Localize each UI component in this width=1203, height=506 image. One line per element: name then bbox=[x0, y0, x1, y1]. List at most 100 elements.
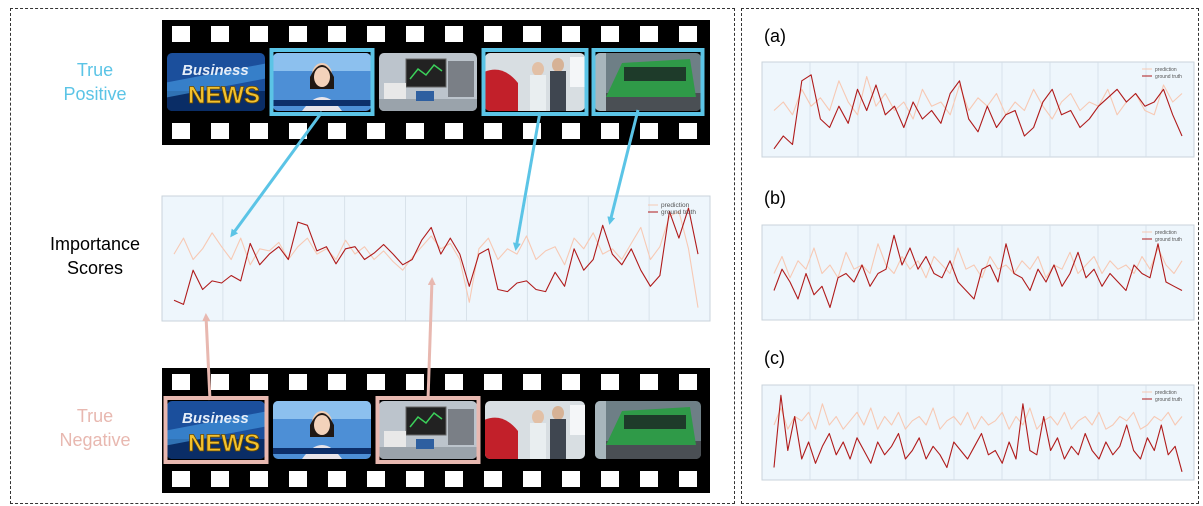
b-plot-area bbox=[761, 224, 1195, 321]
bottom-sprocket-hole bbox=[445, 374, 463, 390]
true-positive-label: True Positive bbox=[40, 58, 150, 106]
bottom-sprocket-hole bbox=[367, 374, 385, 390]
main-legend-prediction-label: prediction bbox=[661, 202, 690, 209]
bottom-sprocket-hole bbox=[406, 374, 424, 390]
importance-label-line1: Importance bbox=[49, 234, 141, 254]
film-strip-bottom: Business NEWS bbox=[162, 368, 710, 493]
a-plot-area bbox=[761, 61, 1195, 158]
top-frame-people bbox=[481, 48, 589, 116]
top-sprocket-hole bbox=[250, 26, 268, 42]
importance-label-line2: Scores bbox=[66, 258, 124, 278]
top-news-text-top: Business bbox=[182, 62, 249, 79]
bottom-sprocket-hole bbox=[289, 471, 307, 487]
bottom-sprocket-hole bbox=[484, 374, 502, 390]
top-sprocket-hole bbox=[562, 123, 580, 139]
top-frame-bus bbox=[591, 48, 705, 116]
true-negative-label-line1: True bbox=[76, 406, 114, 426]
top-sprocket-hole bbox=[679, 123, 697, 139]
bottom-sprocket-hole bbox=[328, 471, 346, 487]
bottom-sprocket-hole bbox=[484, 471, 502, 487]
c-legend-ground-truth-label: ground truth bbox=[1155, 397, 1182, 403]
bottom-sprocket-hole bbox=[640, 374, 658, 390]
a-series-ground-truth bbox=[773, 74, 1183, 150]
bottom-sprocket-hole bbox=[679, 471, 697, 487]
right-panel bbox=[741, 8, 1199, 504]
b-series-prediction bbox=[773, 243, 1183, 279]
top-sprocket-hole bbox=[289, 26, 307, 42]
bottom-sprocket-hole bbox=[562, 374, 580, 390]
top-sprocket-hole bbox=[445, 26, 463, 42]
bottom-sprocket-hole bbox=[562, 471, 580, 487]
bottom-sprocket-hole bbox=[406, 471, 424, 487]
bottom-sprocket-hole bbox=[289, 374, 307, 390]
top-sprocket-hole bbox=[367, 26, 385, 42]
bottom-frame-lab bbox=[375, 396, 481, 464]
b-legend-ground-truth-label: ground truth bbox=[1155, 237, 1182, 243]
bottom-highlight-border bbox=[163, 396, 269, 464]
b-series-ground-truth bbox=[773, 234, 1183, 309]
true-negative-arrow bbox=[202, 313, 212, 401]
true-negative-label: True Negative bbox=[40, 404, 150, 452]
top-sprocket-hole bbox=[406, 123, 424, 139]
a-legend-prediction-label: prediction bbox=[1155, 67, 1177, 73]
true-positive-label-line1: True bbox=[76, 60, 114, 80]
importance-scores-label: Importance Scores bbox=[20, 232, 170, 280]
bottom-sprocket-hole bbox=[172, 471, 190, 487]
top-highlight-border bbox=[481, 48, 589, 116]
top-sprocket-hole bbox=[289, 123, 307, 139]
true-negative-arrow bbox=[426, 277, 436, 401]
top-sprocket-hole bbox=[211, 123, 229, 139]
bottom-sprocket-hole bbox=[679, 374, 697, 390]
top-sprocket-hole bbox=[640, 26, 658, 42]
top-sprocket-hole bbox=[679, 26, 697, 42]
c-series-prediction bbox=[773, 403, 1183, 430]
bottom-sprocket-hole bbox=[250, 374, 268, 390]
bottom-sprocket-hole bbox=[211, 471, 229, 487]
bottom-sprocket-hole bbox=[367, 471, 385, 487]
top-news-text-bottom: NEWS bbox=[188, 82, 260, 109]
c-legend-prediction-label: prediction bbox=[1155, 390, 1177, 396]
top-sprocket-hole bbox=[484, 26, 502, 42]
c-series-ground-truth bbox=[773, 394, 1183, 472]
top-sprocket-hole bbox=[601, 123, 619, 139]
top-sprocket-hole bbox=[211, 26, 229, 42]
top-sprocket-hole bbox=[328, 123, 346, 139]
bottom-frame-anchor bbox=[273, 401, 371, 459]
true-positive-arrow bbox=[512, 111, 542, 251]
top-sprocket-hole bbox=[523, 26, 541, 42]
c-plot-area bbox=[761, 384, 1195, 481]
bottom-sprocket-hole bbox=[640, 471, 658, 487]
film-strip-top: Business NEWS bbox=[162, 20, 710, 145]
true-positive-label-line2: Positive bbox=[63, 84, 127, 104]
top-sprocket-hole bbox=[250, 123, 268, 139]
bottom-sprocket-hole bbox=[601, 471, 619, 487]
bottom-frame-people bbox=[485, 401, 585, 459]
bottom-sprocket-hole bbox=[523, 374, 541, 390]
bottom-sprocket-hole bbox=[172, 374, 190, 390]
top-sprocket-hole bbox=[601, 26, 619, 42]
top-sprocket-hole bbox=[640, 123, 658, 139]
bottom-sprocket-hole bbox=[601, 374, 619, 390]
top-sprocket-hole bbox=[367, 123, 385, 139]
bottom-sprocket-hole bbox=[523, 471, 541, 487]
top-frame-news: Business NEWS bbox=[167, 53, 265, 111]
top-sprocket-hole bbox=[406, 26, 424, 42]
sub-label-b: (b) bbox=[764, 188, 786, 208]
top-frame-lab bbox=[379, 53, 477, 111]
bottom-sprocket-hole bbox=[328, 374, 346, 390]
top-highlight-border bbox=[591, 48, 705, 116]
top-sprocket-hole bbox=[562, 26, 580, 42]
sub-label-a: (a) bbox=[764, 26, 786, 46]
top-sprocket-hole bbox=[484, 123, 502, 139]
bottom-sprocket-hole bbox=[445, 471, 463, 487]
b-legend-prediction-label: prediction bbox=[1155, 230, 1177, 236]
top-sprocket-hole bbox=[445, 123, 463, 139]
bottom-frame-news: Business NEWS bbox=[163, 396, 269, 464]
true-positive-arrow bbox=[230, 111, 324, 238]
